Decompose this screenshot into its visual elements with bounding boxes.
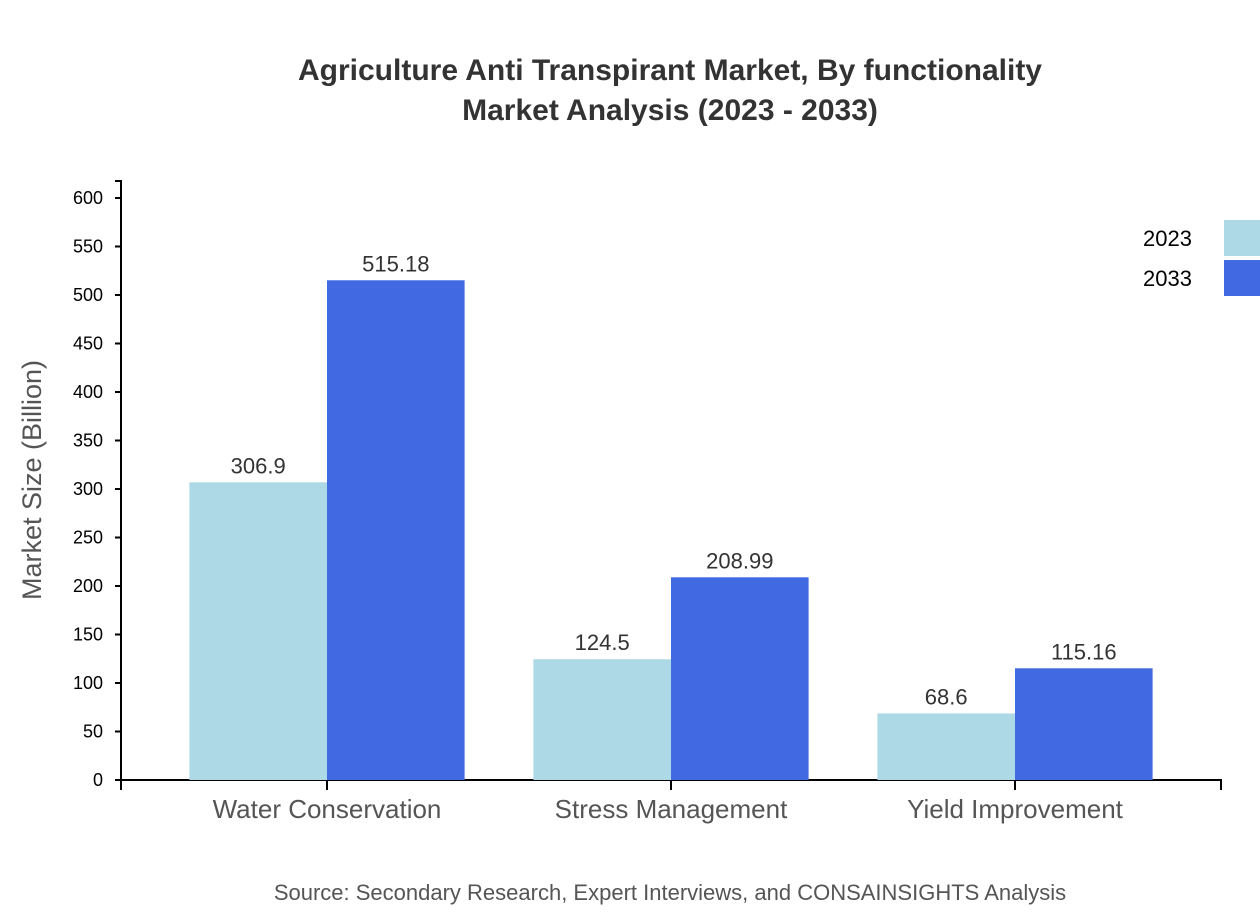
- data-label: 115.16: [1051, 639, 1117, 664]
- y-tick-label: 250: [73, 528, 103, 548]
- x-tick-label: Stress Management: [555, 794, 788, 824]
- bar-2033: [671, 577, 809, 780]
- data-label: 306.9: [231, 453, 286, 478]
- chart-title: Agriculture Anti Transpirant Market, By …: [298, 54, 1042, 87]
- legend-label: 2033: [1143, 266, 1192, 291]
- bar-2033: [327, 280, 465, 780]
- x-tick-label: Water Conservation: [213, 794, 442, 824]
- legend: 2023 2033: [1143, 220, 1260, 296]
- y-axis: 0 50 100 150 200 250 300 350 400 450 500 550 600: [73, 180, 122, 790]
- data-label: 124.5: [575, 630, 630, 655]
- legend-swatch: [1224, 260, 1260, 296]
- legend-swatch: [1224, 220, 1260, 256]
- chart-subtitle: Market Analysis (2023 - 2033): [462, 94, 878, 127]
- y-tick-label: 550: [73, 237, 103, 257]
- x-tick-label: Yield Improvement: [907, 794, 1124, 824]
- y-tick-label: 150: [73, 625, 103, 645]
- data-label: 515.18: [362, 251, 429, 276]
- data-label: 208.99: [706, 548, 773, 573]
- y-tick-label: 200: [73, 576, 103, 596]
- data-label: 68.6: [925, 684, 968, 709]
- y-axis-line: [115, 180, 122, 781]
- bar-2023: [189, 482, 327, 780]
- y-tick-label: 50: [83, 722, 103, 742]
- y-tick-label: 600: [73, 188, 103, 208]
- bar-2023: [533, 659, 671, 780]
- bars: 306.9 515.18 124.5 208.99 68.6 115.16: [189, 251, 1153, 780]
- x-axis: Water Conservation Stress Management Yield…: [120, 779, 1222, 824]
- y-tick-label: 350: [73, 431, 103, 451]
- y-tick-label: 400: [73, 382, 103, 402]
- source-note: Source: Secondary Research, Expert Inter…: [274, 880, 1066, 905]
- bar-2023: [877, 713, 1015, 780]
- y-tick-label: 0: [93, 770, 103, 790]
- y-tick-label: 100: [73, 673, 103, 693]
- y-tick-label: 500: [73, 285, 103, 305]
- legend-label: 2023: [1143, 226, 1192, 251]
- bar-2033: [1015, 668, 1153, 780]
- y-tick-label: 450: [73, 334, 103, 354]
- y-tick-label: 300: [73, 479, 103, 499]
- y-axis-label: Market Size (Billion): [17, 360, 47, 600]
